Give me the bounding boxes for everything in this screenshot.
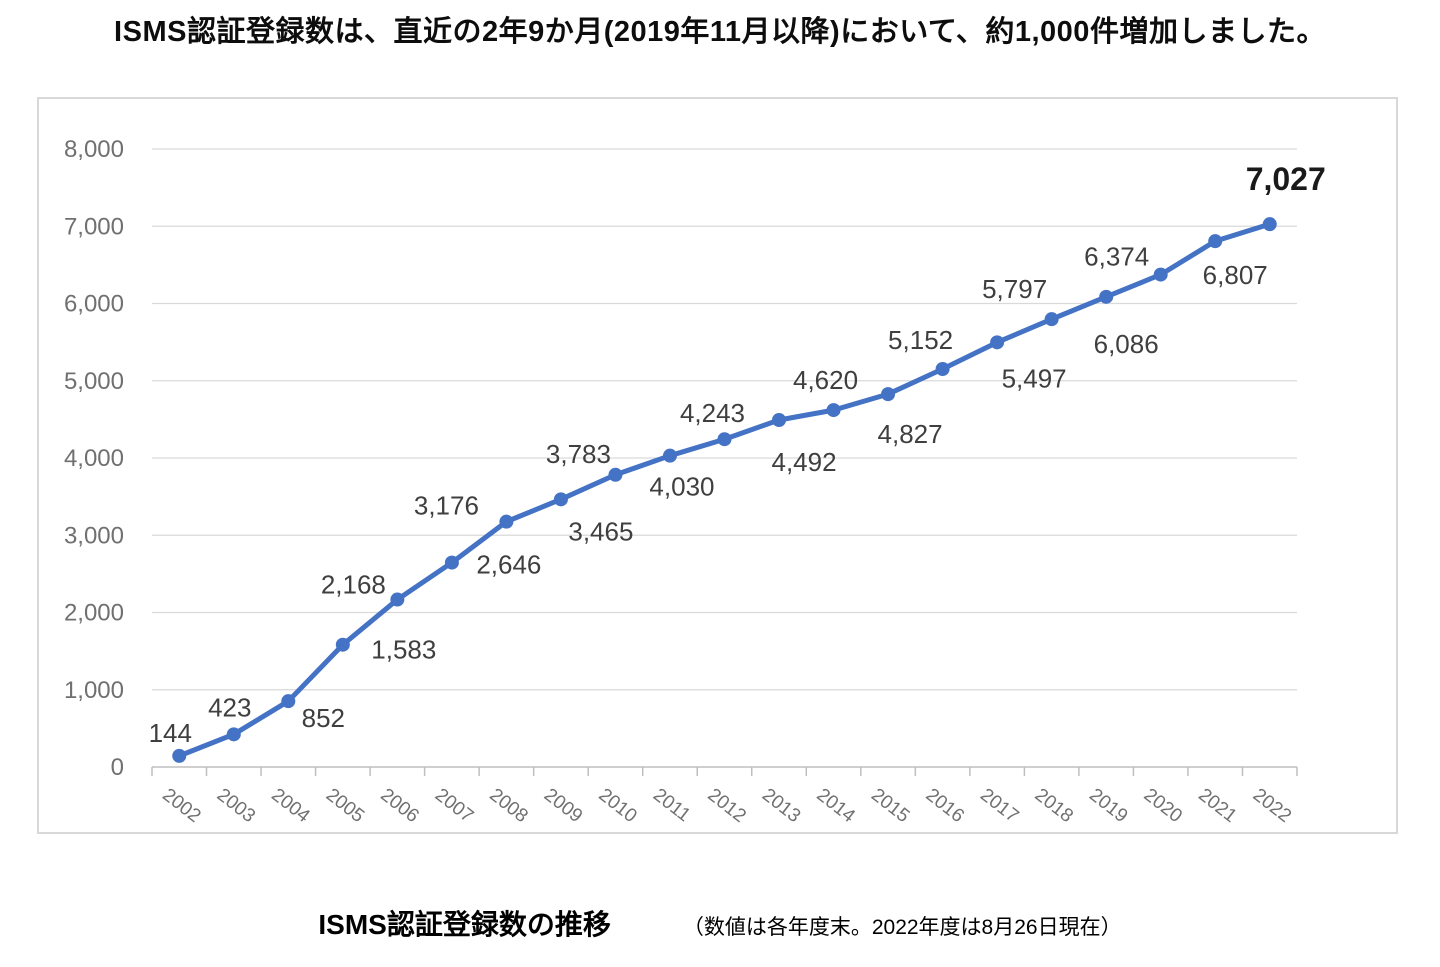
data-point: [281, 694, 296, 709]
x-axis-tick-label: 2005: [322, 784, 368, 827]
line-chart-svg: 0 1,000 2,000 3,000 4,000 5,000 6,000 7,000 8,00…: [64, 136, 1326, 827]
y-axis-tick-label: 4,000: [64, 445, 124, 472]
data-label: 423: [208, 692, 251, 722]
data-point: [390, 592, 405, 607]
data-point: [881, 387, 896, 402]
data-label: 5,152: [888, 325, 953, 355]
data-point: [935, 362, 950, 377]
chart-panel: 0 1,000 2,000 3,000 4,000 5,000 6,000 7,000 8,00…: [37, 97, 1398, 834]
y-axis-tick-label: 6,000: [64, 291, 124, 318]
data-label: 1,583: [371, 635, 436, 665]
data-point: [1099, 289, 1114, 304]
data-label: 4,030: [649, 472, 714, 502]
data-label: 852: [302, 703, 345, 733]
x-axis-tick-label: 2012: [704, 784, 750, 827]
data-label: 5,797: [982, 274, 1047, 304]
data-label: 3,176: [414, 491, 479, 521]
x-axis-tick-label: 2015: [867, 784, 913, 827]
x-axis-tick-label: 2014: [813, 784, 860, 827]
x-axis-tick-label: 2010: [594, 784, 640, 827]
data-label: 6,807: [1203, 260, 1268, 290]
x-axis-tick-label: 2013: [758, 784, 804, 827]
y-axis-tick-label: 1,000: [64, 677, 124, 704]
x-axis-tick-label: 2003: [213, 784, 259, 827]
x-axis-tick-label: 2022: [1249, 784, 1295, 827]
x-axis-tick-label: 2019: [1085, 784, 1131, 827]
x-axis-tick-label: 2011: [649, 784, 694, 826]
data-label: 3,465: [568, 516, 633, 546]
data-point: [990, 335, 1005, 350]
x-axis-tick-label: 2009: [540, 784, 586, 827]
data-label: 2,646: [476, 550, 541, 580]
data-label: 6,086: [1094, 329, 1159, 359]
x-axis-tick-label: 2008: [485, 784, 531, 827]
chart-caption: ISMS認証登録数の推移: [318, 909, 611, 940]
data-point: [608, 467, 623, 482]
chart-caption-note: （数値は各年度末。2022年度は8月26日現在）: [682, 916, 1122, 939]
data-point: [444, 555, 459, 570]
y-axis-tick-label: 5,000: [64, 368, 124, 395]
x-axis-tick-label: 2021: [1194, 784, 1240, 827]
x-axis-tick-label: 2004: [267, 784, 314, 827]
data-point: [499, 514, 514, 529]
y-axis-tick-label: 8,000: [64, 136, 124, 163]
y-axis-tick-label: 7,000: [64, 213, 124, 240]
page-title: ISMS認証登録数は、直近の2年9か月(2019年11月以降)において、約1,0…: [114, 16, 1326, 48]
data-label-emphasized: 7,027: [1246, 161, 1326, 197]
data-point: [1153, 267, 1168, 282]
y-axis-tick-label: 0: [111, 754, 124, 781]
data-point: [772, 412, 787, 427]
data-point: [662, 448, 677, 463]
data-point: [1208, 234, 1223, 249]
data-label: 2,168: [321, 570, 386, 600]
data-point: [1262, 217, 1277, 232]
y-axis-tick-label: 3,000: [64, 522, 124, 549]
data-point: [1044, 312, 1059, 327]
data-point: [335, 637, 350, 652]
y-axis-tick-label: 2,000: [64, 600, 124, 627]
x-axis-tick-label: 2017: [976, 784, 1022, 827]
data-label: 3,783: [546, 439, 611, 469]
data-point: [717, 432, 732, 447]
x-axis-tick-label: 2018: [1031, 784, 1077, 827]
data-point: [553, 492, 568, 507]
caption-row: ISMS認証登録数の推移 （数値は各年度末。2022年度は8月26日現在）: [0, 903, 1440, 943]
data-label: 4,492: [771, 447, 836, 477]
x-axis-tick-label: 2006: [376, 784, 422, 827]
x-axis-tick-label: 2020: [1140, 784, 1186, 827]
data-label: 4,243: [680, 398, 745, 428]
x-axis-tick-label: 2007: [431, 784, 477, 827]
data-label: 4,620: [793, 365, 858, 395]
data-label: 144: [149, 718, 192, 748]
data-point: [172, 748, 187, 763]
data-point: [826, 403, 841, 418]
data-label: 5,497: [1002, 363, 1067, 393]
data-label: 6,374: [1084, 242, 1149, 272]
data-point: [226, 727, 241, 742]
data-label: 4,827: [878, 419, 943, 449]
x-axis-tick-label: 2002: [158, 784, 204, 827]
x-axis-tick-label: 2016: [922, 784, 968, 827]
